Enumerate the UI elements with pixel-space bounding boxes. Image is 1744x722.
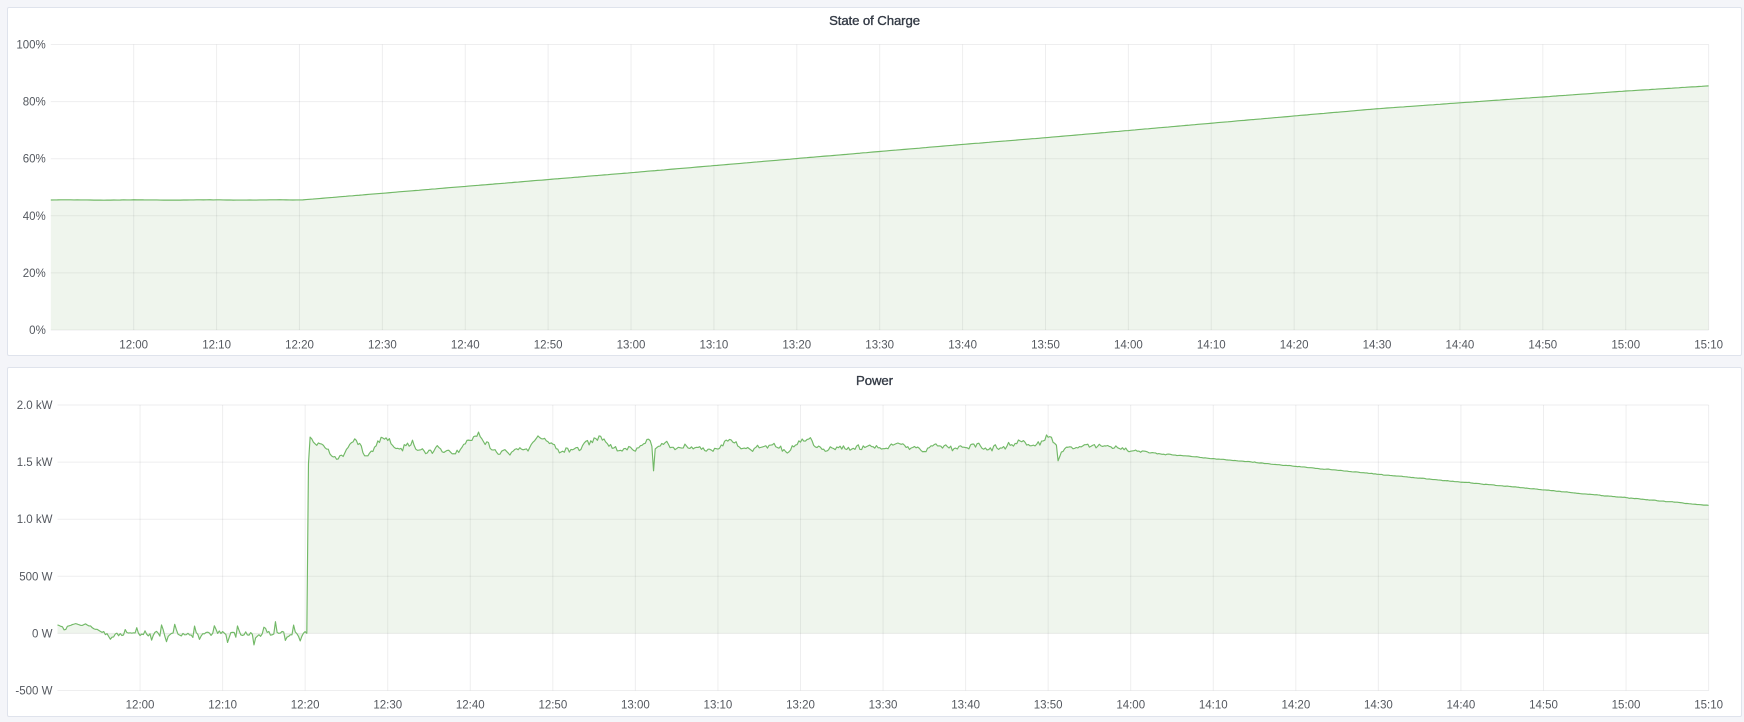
svg-text:14:30: 14:30 — [1364, 699, 1393, 711]
svg-text:60%: 60% — [23, 154, 46, 166]
svg-text:15:00: 15:00 — [1611, 339, 1640, 351]
svg-text:12:10: 12:10 — [202, 339, 231, 351]
svg-text:13:50: 13:50 — [1031, 339, 1060, 351]
svg-text:12:20: 12:20 — [291, 699, 320, 711]
svg-text:14:40: 14:40 — [1447, 699, 1476, 711]
svg-text:15:10: 15:10 — [1694, 339, 1723, 351]
svg-text:12:50: 12:50 — [534, 339, 563, 351]
svg-text:14:20: 14:20 — [1281, 699, 1310, 711]
svg-text:13:20: 13:20 — [782, 339, 811, 351]
svg-text:13:40: 13:40 — [948, 339, 977, 351]
svg-text:14:30: 14:30 — [1363, 339, 1392, 351]
svg-text:14:50: 14:50 — [1528, 339, 1557, 351]
svg-text:20%: 20% — [23, 268, 46, 280]
svg-text:13:30: 13:30 — [865, 339, 894, 351]
svg-text:500 W: 500 W — [19, 571, 52, 583]
svg-text:15:10: 15:10 — [1694, 699, 1723, 711]
svg-text:13:00: 13:00 — [621, 699, 650, 711]
svg-text:12:50: 12:50 — [538, 699, 567, 711]
svg-text:80%: 80% — [23, 97, 46, 109]
svg-text:0 W: 0 W — [32, 628, 53, 640]
svg-text:15:00: 15:00 — [1612, 699, 1641, 711]
svg-text:14:20: 14:20 — [1280, 339, 1309, 351]
svg-text:2.0 kW: 2.0 kW — [17, 400, 53, 412]
svg-text:13:20: 13:20 — [786, 699, 815, 711]
svg-text:13:30: 13:30 — [869, 699, 898, 711]
svg-text:100%: 100% — [16, 40, 45, 52]
svg-text:1.5 kW: 1.5 kW — [17, 457, 53, 469]
svg-text:12:40: 12:40 — [456, 699, 485, 711]
svg-text:13:40: 13:40 — [951, 699, 980, 711]
svg-text:13:10: 13:10 — [704, 699, 733, 711]
svg-text:14:10: 14:10 — [1197, 339, 1226, 351]
svg-text:14:40: 14:40 — [1446, 339, 1475, 351]
svg-text:13:10: 13:10 — [700, 339, 729, 351]
svg-text:40%: 40% — [23, 211, 46, 223]
svg-text:12:00: 12:00 — [126, 699, 155, 711]
svg-text:14:00: 14:00 — [1116, 699, 1145, 711]
svg-text:0%: 0% — [29, 325, 46, 337]
svg-text:1.0 kW: 1.0 kW — [17, 514, 53, 526]
svg-text:13:00: 13:00 — [617, 339, 646, 351]
svg-text:14:10: 14:10 — [1199, 699, 1228, 711]
svg-text:14:50: 14:50 — [1529, 699, 1558, 711]
svg-text:13:50: 13:50 — [1034, 699, 1063, 711]
svg-text:12:30: 12:30 — [373, 699, 402, 711]
svg-text:12:40: 12:40 — [451, 339, 480, 351]
svg-text:-500 W: -500 W — [15, 686, 52, 698]
svg-text:12:00: 12:00 — [119, 339, 148, 351]
svg-text:14:00: 14:00 — [1114, 339, 1143, 351]
svg-text:12:30: 12:30 — [368, 339, 397, 351]
svg-text:12:20: 12:20 — [285, 339, 314, 351]
svg-text:12:10: 12:10 — [208, 699, 237, 711]
